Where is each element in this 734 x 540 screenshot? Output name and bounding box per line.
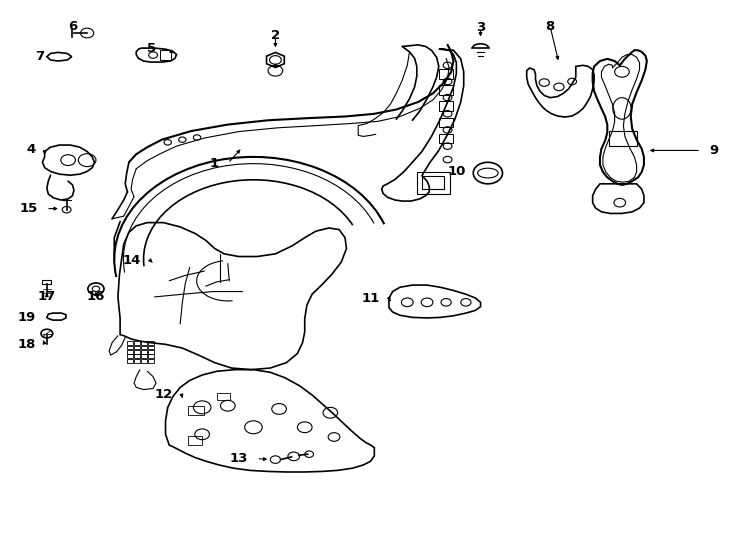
Bar xyxy=(128,341,134,345)
Bar xyxy=(128,350,134,354)
Bar xyxy=(141,341,147,345)
Text: 10: 10 xyxy=(448,165,466,179)
Text: 19: 19 xyxy=(18,311,36,324)
Bar xyxy=(439,102,454,111)
Text: 6: 6 xyxy=(68,20,77,33)
Text: 15: 15 xyxy=(19,202,37,215)
Bar xyxy=(439,69,454,79)
Bar xyxy=(160,50,171,60)
Bar xyxy=(141,350,147,354)
Text: 7: 7 xyxy=(35,50,45,63)
Bar xyxy=(439,134,454,144)
Bar xyxy=(187,406,203,415)
Bar xyxy=(141,359,147,363)
Bar xyxy=(187,436,202,445)
Text: 16: 16 xyxy=(87,291,105,303)
Bar xyxy=(141,346,147,349)
Text: 3: 3 xyxy=(476,21,485,34)
Bar xyxy=(128,346,134,349)
Text: 1: 1 xyxy=(210,157,219,170)
Bar xyxy=(148,341,153,345)
Bar xyxy=(43,280,51,284)
Bar xyxy=(439,118,454,127)
Bar xyxy=(422,176,444,189)
Bar xyxy=(134,341,140,345)
Text: 13: 13 xyxy=(229,452,247,465)
Bar xyxy=(148,359,153,363)
Bar xyxy=(134,346,140,349)
Bar xyxy=(148,354,153,358)
Bar xyxy=(217,393,230,400)
Text: 12: 12 xyxy=(155,388,173,401)
Bar xyxy=(439,85,454,95)
Text: 9: 9 xyxy=(710,144,719,157)
Text: 5: 5 xyxy=(147,42,156,55)
Text: 17: 17 xyxy=(37,291,56,303)
Bar xyxy=(148,346,153,349)
Text: 14: 14 xyxy=(123,254,142,267)
Bar xyxy=(141,354,147,358)
Bar xyxy=(148,350,153,354)
Bar xyxy=(417,172,450,193)
Text: 2: 2 xyxy=(271,29,280,42)
Text: 4: 4 xyxy=(26,143,36,156)
Bar xyxy=(134,359,140,363)
Bar xyxy=(128,359,134,363)
Bar xyxy=(134,354,140,358)
Bar xyxy=(134,350,140,354)
Bar xyxy=(128,354,134,358)
Text: 8: 8 xyxy=(545,20,555,33)
Bar xyxy=(608,131,636,146)
Text: 11: 11 xyxy=(362,292,380,305)
Text: 18: 18 xyxy=(18,338,36,351)
